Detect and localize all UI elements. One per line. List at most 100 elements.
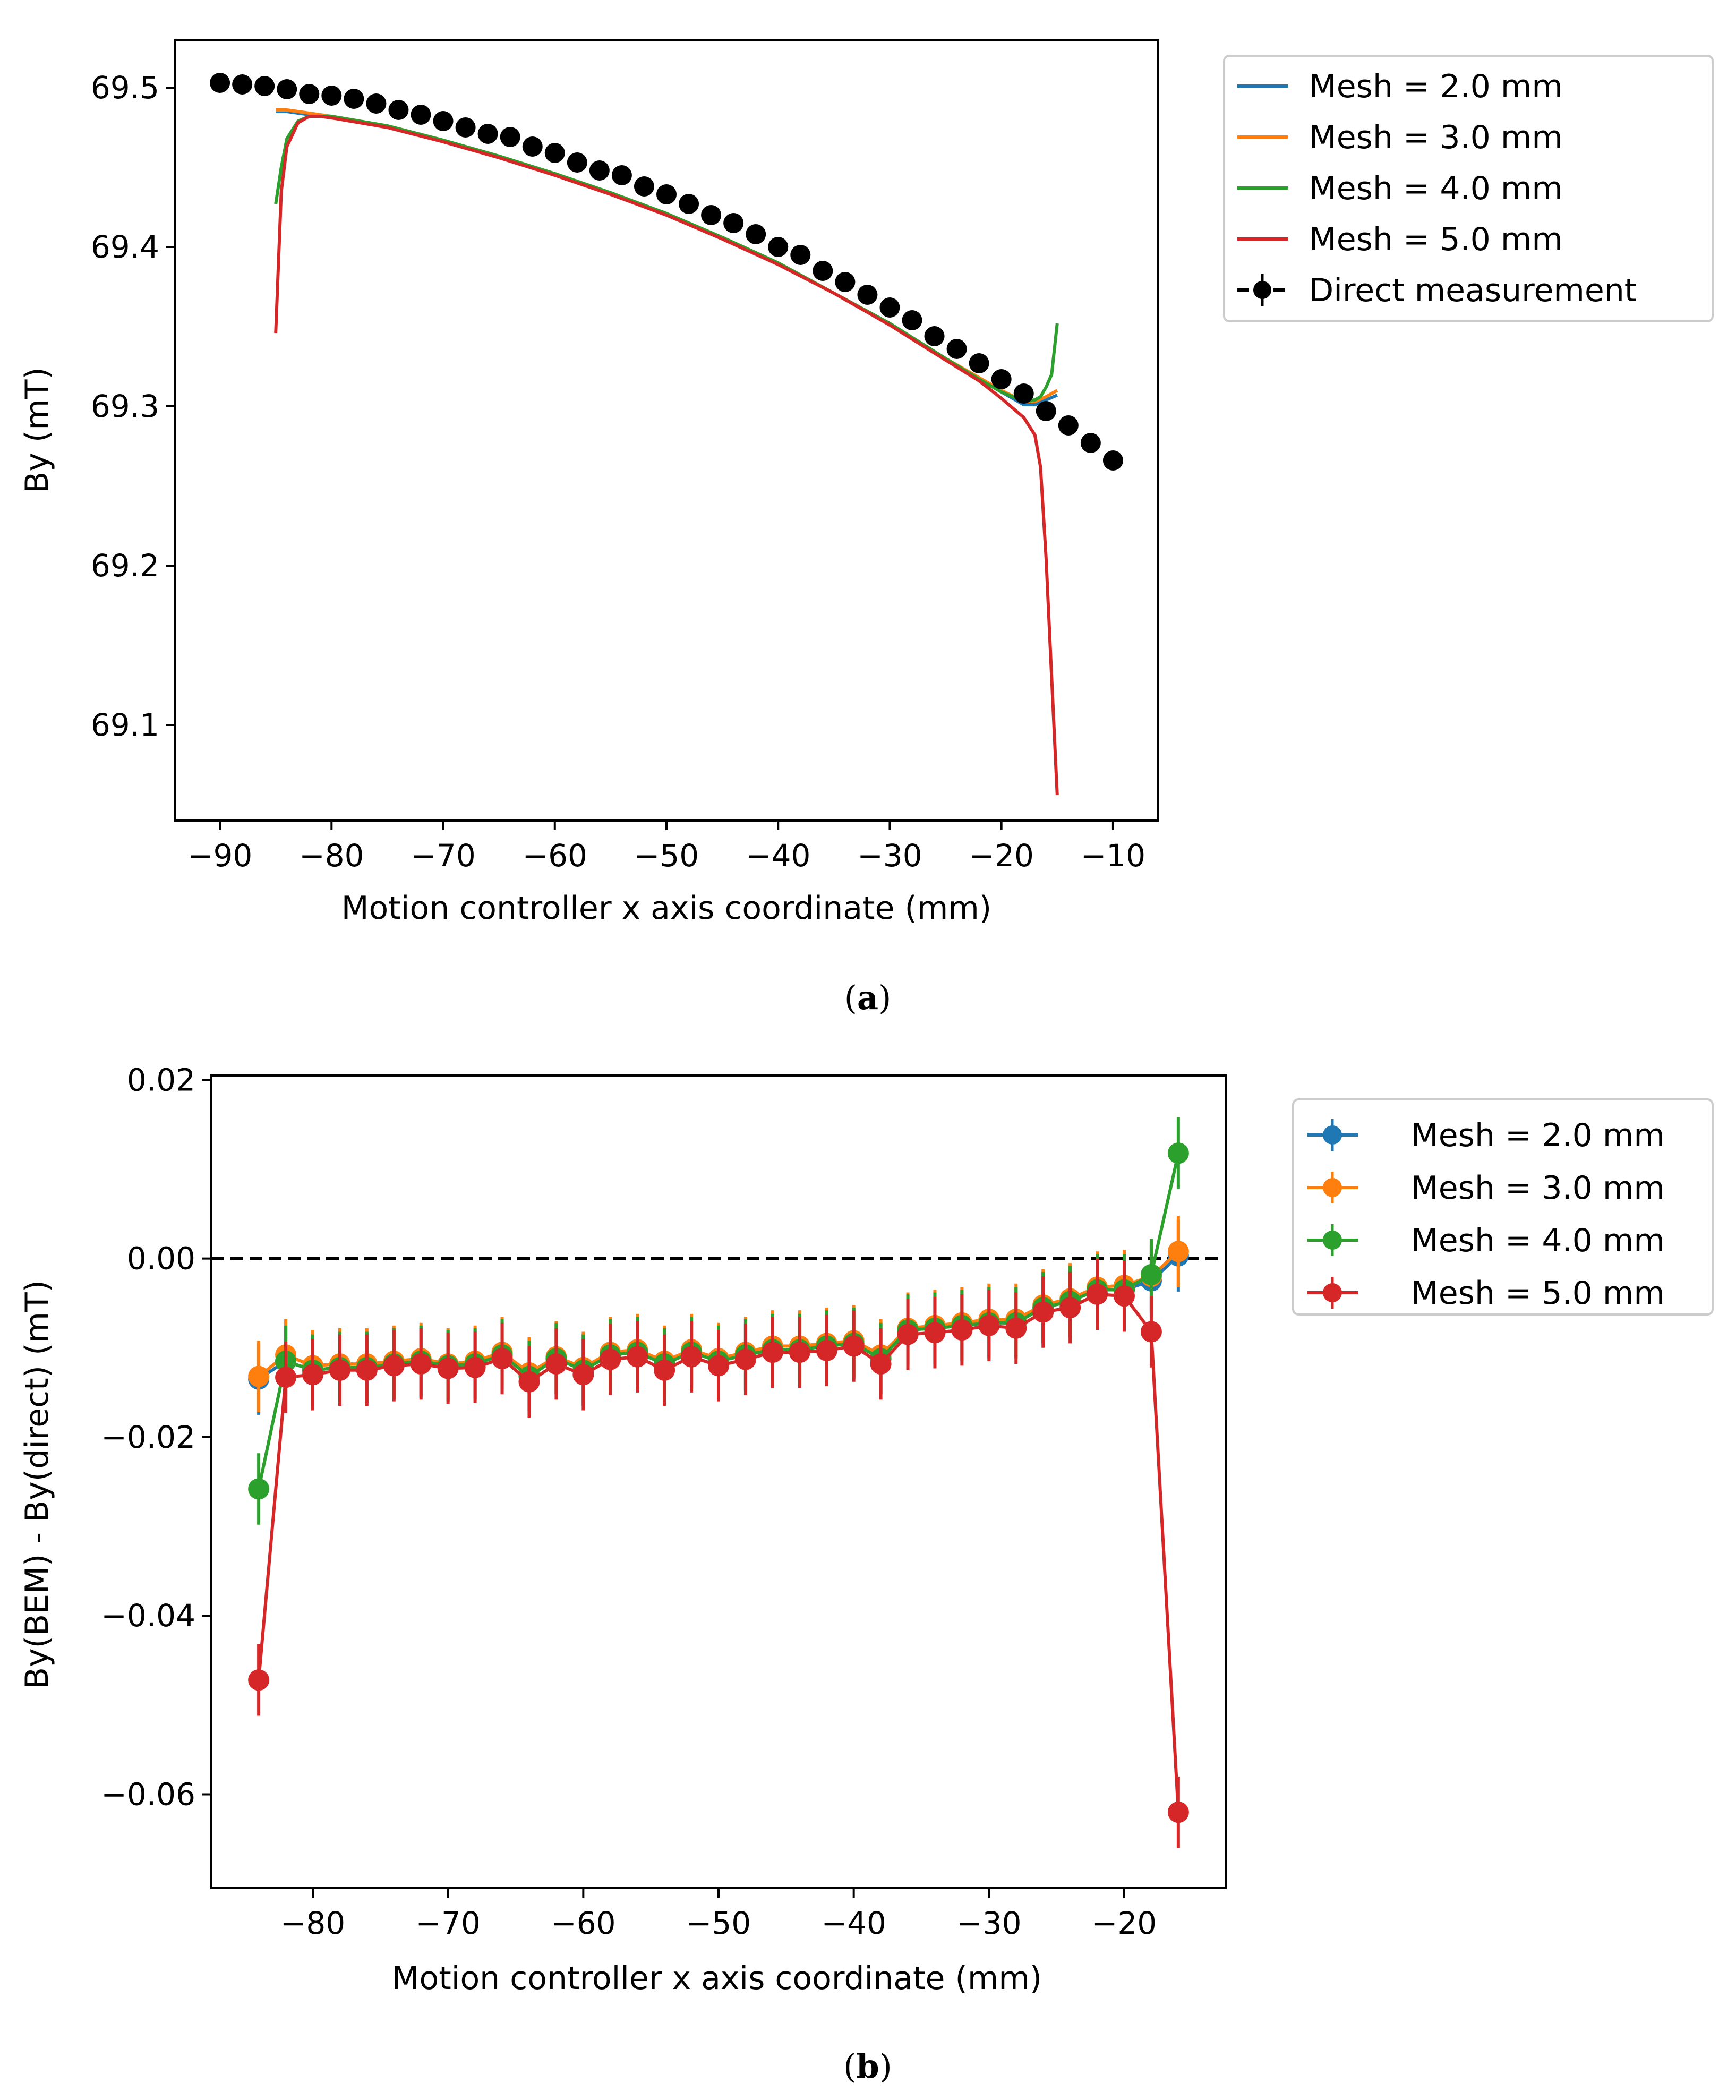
chart-b-data-point	[734, 1348, 756, 1370]
chart-a-direct-measurement-point	[924, 326, 945, 346]
caption-a-letter: a	[857, 978, 878, 1017]
chart-a-direct-measurement-point	[544, 143, 565, 163]
chart-b-data-point	[897, 1324, 919, 1345]
chart-b-data-point	[302, 1364, 323, 1386]
chart-b-y-axis-label: By(BEM) - By(direct) (mT)	[19, 1280, 56, 1689]
chart-b-data-point	[1167, 1142, 1189, 1164]
chart-a-series-line-mesh-5-0-mm	[274, 115, 1059, 796]
chart-b-data-point	[654, 1359, 675, 1381]
chart-a-series-line-mesh-4-0-mm	[274, 115, 1059, 403]
chart-a-direct-measurement-point	[1013, 383, 1034, 404]
chart-b-legend-marker	[1323, 1178, 1342, 1197]
chart-b-y-tick-label: 0.00	[127, 1241, 195, 1277]
chart-b-data-point	[464, 1356, 486, 1378]
chart-b-legend-marker	[1323, 1125, 1342, 1145]
chart-a-direct-measurement-point	[321, 86, 342, 106]
caption-b: (b)	[843, 2047, 892, 2086]
chart-a-legend: Mesh = 2.0 mm Mesh = 3.0 mm Mesh = 4.0 mm M…	[1223, 55, 1714, 322]
chart-b-x-tick-label: −50	[686, 1905, 751, 1941]
chart-a-direct-measurement-point	[902, 310, 922, 330]
chart-a-direct-measurement-point	[433, 111, 454, 131]
chart-b-data-point	[518, 1371, 540, 1393]
chart-b-legend-marker	[1323, 1231, 1342, 1250]
chart-a-x-axis-label: Motion controller x axis coordinate (mm)	[341, 890, 991, 927]
chart-b-data-point	[978, 1314, 1000, 1336]
chart-a-legend-label: Direct measurement	[1309, 272, 1637, 309]
chart-b-data-point	[572, 1364, 594, 1386]
chart-b-data-point	[1005, 1317, 1027, 1339]
chart-a-direct-measurement-point	[1058, 415, 1079, 436]
chart-a-x-ticks: −90 −80 −70 −60 −50 −40 −30 −20 −10	[187, 821, 1145, 874]
chart-b-data-point	[600, 1348, 621, 1370]
chart-a-direct-measurement-point	[746, 224, 766, 244]
caption-a: (a)	[844, 978, 892, 1017]
chart-a-x-tick-label: −20	[969, 838, 1033, 874]
chart-a-y-tick-label: 69.4	[91, 229, 159, 265]
chart-b-data-point	[356, 1359, 378, 1381]
chart-b-data-point	[383, 1355, 405, 1377]
chart-b-legend: Mesh = 2.0 mm Mesh = 3.0 mm Mesh = 4.0 mm M…	[1292, 1098, 1714, 1316]
chart-a-direct-measurement-point	[879, 297, 900, 318]
chart-b-x-tick-label: −70	[415, 1905, 480, 1941]
chart-a-direct-measurement-point	[1080, 433, 1101, 453]
chart-a-direct-measurement-point	[388, 100, 409, 120]
chart-b-data-point	[762, 1342, 783, 1363]
chart-b-x-ticks: −80 −70 −60 −50 −40 −30 −20	[280, 1888, 1157, 1941]
chart-b-data-point	[1140, 1264, 1162, 1285]
chart-a-x-tick-label: −90	[187, 838, 252, 874]
chart-a-y-ticks: 69.1 69.2 69.3 69.4 69.5	[91, 70, 175, 743]
chart-a-direct-measurement-point	[656, 184, 677, 204]
chart-b-x-tick-label: −60	[551, 1905, 615, 1941]
chart-b-data-point	[816, 1339, 837, 1361]
chart-b-data-point	[275, 1367, 297, 1388]
chart-a-direct-measurement-point	[1102, 450, 1123, 471]
chart-b-y-tick-label: −0.06	[101, 1776, 195, 1812]
chart-a-x-tick-label: −80	[299, 838, 364, 874]
chart-a-axes-frame	[174, 39, 1159, 822]
chart-b-x-tick-label: −30	[956, 1905, 1021, 1941]
chart-b-data-point	[437, 1358, 459, 1379]
chart-a-direct-measurement-point	[232, 74, 253, 95]
chart-b-data-point	[248, 1365, 270, 1387]
chart-a-direct-measurement-point	[813, 261, 833, 281]
chart-a-direct-measurement-point	[589, 160, 610, 181]
chart-a-legend-label: Mesh = 5.0 mm	[1309, 221, 1563, 258]
chart-a-y-tick-label: 69.3	[91, 388, 159, 424]
chart-b-y-tick-label: −0.04	[101, 1598, 195, 1634]
chart-b-legend-label: Mesh = 2.0 mm	[1411, 1117, 1665, 1154]
chart-a-direct-measurement-point	[991, 369, 1012, 389]
chart-a-direct-measurement-point	[455, 117, 476, 138]
chart-b-data-point	[248, 1669, 270, 1691]
chart-b-data-point	[789, 1342, 810, 1363]
chart-b-data-point	[951, 1319, 973, 1341]
chart-a-direct-measurement-point	[701, 205, 722, 225]
chart-a-legend-label: Mesh = 3.0 mm	[1309, 119, 1563, 156]
chart-a-direct-measurement-point	[946, 339, 967, 359]
chart-a-direct-measurement-point	[567, 152, 587, 173]
chart-a-direct-measurement-point	[1036, 401, 1056, 421]
chart-a-direct-measurement-point	[634, 176, 654, 197]
chart-b-data-point	[627, 1346, 648, 1368]
chart-b-y-tick-label: −0.02	[101, 1419, 195, 1455]
chart-b-x-tick-label: −20	[1092, 1905, 1157, 1941]
chart-b-x-tick-label: −40	[821, 1905, 886, 1941]
chart-b-y-tick-label: 0.02	[127, 1062, 195, 1098]
chart-a-direct-measurement-point	[723, 213, 744, 233]
chart-b: −80 −70 −60 −50 −40 −30 −20 −0.06 −0.04 −0.02 0.0…	[19, 1062, 1714, 2086]
chart-a-direct-measurement-point	[500, 127, 520, 147]
chart-a-direct-measurement-point	[857, 285, 878, 305]
chart-a-direct-measurement-point	[768, 237, 789, 257]
chart-b-data-point	[329, 1359, 350, 1381]
chart-a-legend-box	[1223, 55, 1714, 322]
chart-b-data-point	[545, 1353, 567, 1375]
chart-b-data-point	[410, 1353, 432, 1375]
chart-a-x-tick-label: −30	[857, 838, 922, 874]
chart-a-direct-measurement-point	[522, 136, 543, 157]
chart-a-direct-measurement-point	[411, 105, 431, 125]
chart-a-direct-measurement-point	[790, 245, 811, 265]
chart-b-data-point	[491, 1347, 513, 1369]
chart-a-direct-measurement-point	[679, 194, 699, 214]
chart-a-direct-measurement-point	[277, 79, 297, 99]
chart-a-legend-items: Mesh = 2.0 mm Mesh = 3.0 mm Mesh = 4.0 mm M…	[1237, 68, 1637, 309]
